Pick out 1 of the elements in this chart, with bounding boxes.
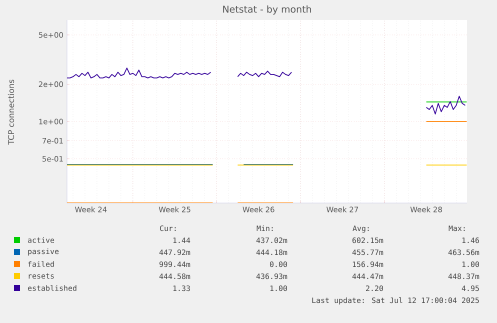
chart-title: Netstat - by month (223, 5, 311, 15)
